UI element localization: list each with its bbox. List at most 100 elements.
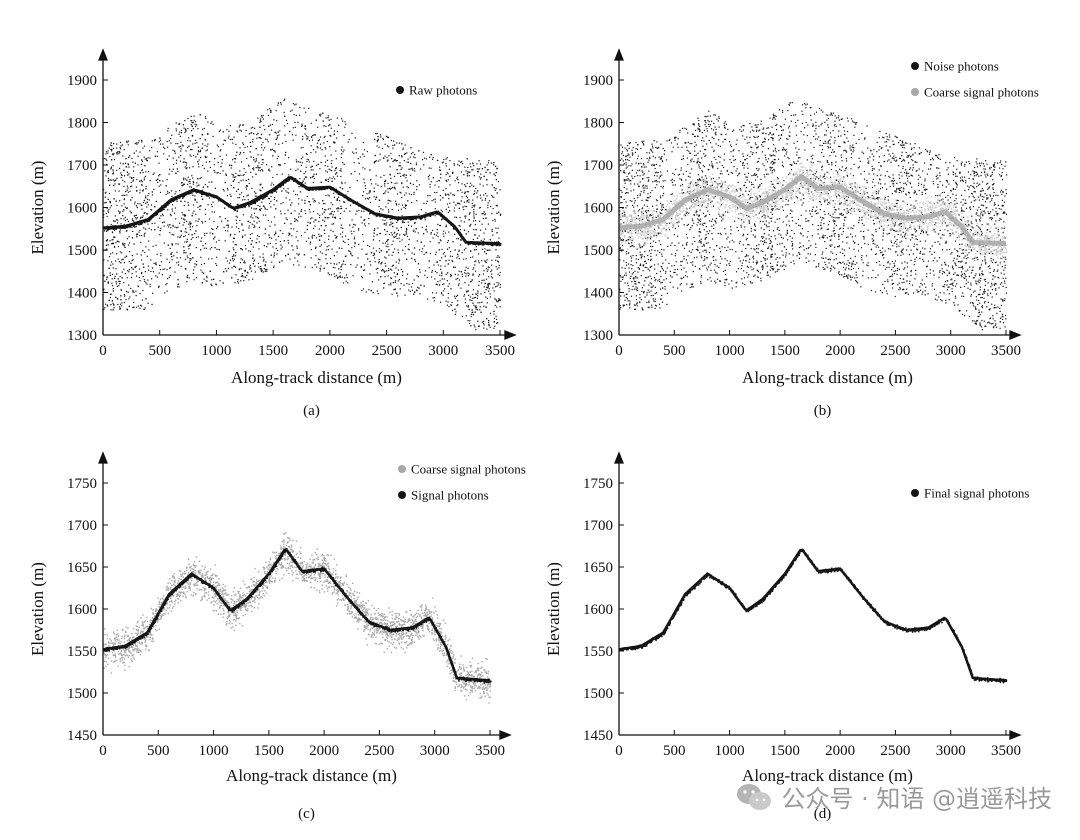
noise-photon bbox=[246, 274, 248, 276]
noise-photon bbox=[234, 233, 236, 235]
noise-photon bbox=[464, 298, 466, 300]
noise-photon bbox=[238, 231, 240, 233]
noise-photon bbox=[254, 259, 256, 261]
noise-photon bbox=[398, 278, 400, 281]
noise-photon bbox=[201, 198, 204, 200]
noise-photon bbox=[335, 274, 337, 276]
noise-photon bbox=[343, 201, 346, 203]
noise-photon bbox=[281, 173, 283, 175]
noise-photon bbox=[174, 152, 176, 154]
noise-photon bbox=[147, 204, 149, 206]
noise-photon bbox=[485, 193, 487, 195]
noise-photon bbox=[458, 182, 460, 184]
noise-photon bbox=[200, 263, 203, 266]
noise-photon bbox=[384, 155, 386, 157]
noise-photon bbox=[473, 193, 475, 195]
noise-photon bbox=[111, 285, 114, 287]
noise-photon bbox=[202, 186, 204, 188]
noise-photon bbox=[325, 254, 327, 256]
noise-photon bbox=[313, 134, 315, 136]
noise-photon bbox=[473, 208, 475, 211]
noise-photon bbox=[487, 286, 489, 288]
noise-photon bbox=[369, 169, 371, 171]
noise-photon bbox=[204, 156, 206, 158]
noise-photon bbox=[321, 149, 323, 151]
noise-photon bbox=[136, 189, 138, 192]
noise-photon bbox=[235, 226, 238, 228]
noise-photon bbox=[324, 232, 326, 235]
noise-photon bbox=[318, 217, 321, 219]
noise-photon bbox=[242, 214, 244, 216]
noise-photon bbox=[211, 121, 213, 123]
noise-photon bbox=[123, 199, 125, 201]
noise-photon bbox=[170, 137, 172, 140]
noise-photon bbox=[204, 144, 206, 147]
noise-photon bbox=[438, 186, 440, 188]
noise-photon bbox=[131, 237, 134, 239]
noise-photon bbox=[356, 179, 358, 182]
signal-photon bbox=[207, 195, 209, 197]
noise-photon bbox=[487, 266, 489, 268]
noise-photon bbox=[364, 185, 366, 187]
noise-photon bbox=[184, 215, 186, 217]
noise-photon bbox=[107, 177, 109, 179]
noise-photon bbox=[301, 138, 304, 140]
noise-photon bbox=[441, 211, 443, 213]
noise-photon bbox=[491, 264, 493, 266]
noise-photon bbox=[357, 158, 359, 160]
noise-photon bbox=[489, 326, 491, 328]
noise-photon bbox=[413, 156, 415, 158]
noise-photon bbox=[330, 162, 332, 164]
noise-photon bbox=[278, 134, 280, 136]
noise-photon bbox=[264, 196, 266, 198]
noise-photon bbox=[168, 276, 170, 278]
noise-photon bbox=[460, 200, 462, 202]
noise-photon bbox=[487, 207, 489, 209]
noise-photon bbox=[104, 307, 106, 309]
noise-photon bbox=[392, 147, 394, 149]
noise-photon bbox=[287, 253, 289, 255]
noise-photon bbox=[163, 225, 165, 227]
noise-photon bbox=[167, 278, 169, 280]
noise-photon bbox=[493, 162, 495, 164]
noise-photon bbox=[300, 210, 302, 212]
noise-photon bbox=[487, 284, 489, 286]
noise-photon bbox=[358, 243, 360, 245]
noise-photon bbox=[266, 268, 268, 270]
noise-photon bbox=[191, 193, 193, 195]
noise-photon bbox=[105, 151, 108, 153]
noise-photon bbox=[226, 187, 228, 189]
noise-photon bbox=[382, 242, 384, 244]
noise-photon bbox=[406, 180, 408, 182]
noise-photon bbox=[118, 153, 120, 155]
noise-photon bbox=[436, 229, 438, 231]
noise-photon bbox=[327, 130, 330, 132]
noise-photon bbox=[390, 232, 392, 234]
noise-photon bbox=[469, 281, 472, 283]
noise-photon bbox=[395, 234, 397, 236]
noise-photon bbox=[224, 181, 226, 184]
noise-photon bbox=[253, 133, 255, 135]
noise-photon bbox=[371, 281, 373, 283]
noise-photon bbox=[464, 166, 466, 168]
noise-photon bbox=[339, 275, 341, 277]
noise-photon bbox=[112, 236, 115, 238]
noise-photon bbox=[317, 258, 320, 260]
noise-photon bbox=[132, 230, 134, 232]
noise-photon bbox=[414, 259, 416, 261]
noise-photon bbox=[264, 270, 266, 273]
noise-photon bbox=[444, 255, 446, 257]
noise-photon bbox=[129, 155, 131, 157]
noise-photon bbox=[471, 299, 473, 302]
noise-photon bbox=[310, 249, 312, 251]
noise-photon bbox=[124, 175, 126, 177]
noise-photon bbox=[325, 179, 327, 181]
noise-photon bbox=[120, 177, 122, 179]
noise-photon bbox=[414, 231, 416, 233]
noise-photon bbox=[110, 142, 112, 144]
noise-photon bbox=[313, 199, 315, 201]
noise-photon bbox=[498, 211, 500, 213]
noise-photon bbox=[452, 309, 454, 312]
noise-photon bbox=[310, 218, 312, 220]
noise-photon bbox=[120, 174, 122, 176]
